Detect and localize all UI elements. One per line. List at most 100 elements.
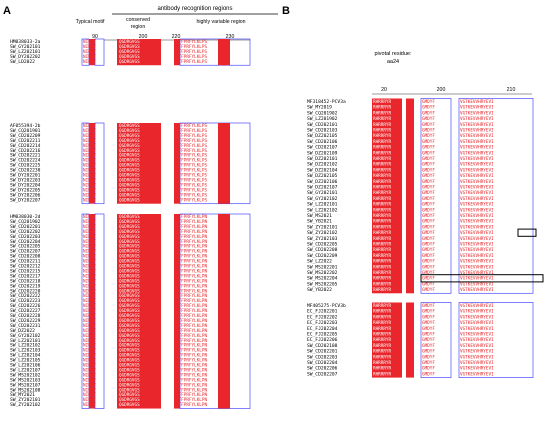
variable-seq: YTFPRFYLKLPS [176, 123, 207, 129]
ruler-label: 210 [507, 87, 516, 93]
variable-seq: YTFPRFYLKLPN [176, 273, 207, 279]
tail-seq: VGTKEVVHRYEVI [460, 281, 494, 287]
middle-seq: GMDYF [422, 332, 435, 338]
sequence-name-a: SW_CD202201 [10, 224, 41, 230]
sequence-name-a: SW_CD202227 [10, 308, 41, 314]
motif-seq: NINPT [83, 214, 96, 220]
sequence-name-b: SW_ZY202101 [307, 224, 338, 230]
conserved-seq: QGDRGVGS [119, 372, 140, 378]
pivotal-seq: RHRRRYR [373, 190, 392, 196]
pivotal-seq: RHRRRYR [373, 162, 392, 168]
sequence-name-a: SW_CD202208 [10, 254, 41, 260]
sequence-name-b: SW_YB2021 [307, 219, 332, 225]
pivotal-seq: RHRRRYR [373, 230, 392, 236]
motif-seq: NINPT [83, 367, 96, 373]
sequence-name-b: SW_CD202101 [307, 122, 338, 128]
conserved-seq: QGDRGVGS [119, 268, 140, 274]
middle-seq: GMDYF [422, 207, 435, 213]
conserved-seq: QGDRGVGS [119, 54, 140, 60]
middle-seq: GMDYF [422, 354, 435, 360]
motif-seq: NINPT [83, 259, 96, 265]
conserved-seq: QGDRGVGS [119, 123, 140, 129]
conserved-seq: QGDRGVGS [119, 318, 140, 324]
middle-seq: GMDYF [422, 303, 435, 309]
variable-seq: YTFPRFYLKLPS [176, 59, 207, 65]
sequence-name-b: SW_CD202208 [307, 247, 338, 253]
sequence-name-a: SW_CQ201901 [10, 128, 41, 134]
sequence-name-b: SW_MS202201 [307, 264, 338, 270]
conserved-seq: QGDRGVGS [119, 148, 140, 154]
middle-seq: GMDYF [422, 196, 435, 202]
sequence-name-b: SW_ZY202102 [307, 230, 338, 236]
sequence-name-a: SW_CD202217 [10, 273, 41, 279]
variable-seq: YTFPRFYLKLPN [176, 353, 207, 359]
variable-box-b [458, 98, 534, 294]
pivotal-seq: RHRRRYR [373, 116, 392, 122]
motif-seq: NINPT [83, 382, 96, 388]
ruler-label: 200 [437, 87, 446, 93]
sequence-name-b: SW_YB2022 [307, 287, 332, 293]
pivotal-seq: RHRRRYR [373, 133, 392, 139]
variable-seq: YTFPRFYLKLPS [176, 148, 207, 154]
variable-seq: YTFPRFYLKLPS [176, 173, 207, 179]
conserved-seq: QGDRGVGS [119, 358, 140, 364]
sequence-name-a: SW_CD202209 [10, 133, 41, 139]
sequence-name-b: EC_FJ202203 [307, 320, 338, 326]
conserved-seq: QGDRGVGS [119, 128, 140, 134]
sequence-name-b: SW_CD202201 [307, 349, 338, 355]
sequence-name-a: SW_ZY202102 [10, 402, 41, 408]
tail-seq: VGTKEVVHRYEVI [460, 354, 494, 360]
pivotal-seq: RHRRRYR [373, 270, 392, 276]
sequence-name-b: EC_FJ202201 [307, 309, 338, 315]
variable-seq: YTFPRFYLKLPN [176, 214, 207, 220]
pivotal-seq: RHRRRYR [373, 150, 392, 156]
motif-seq: NINPT [83, 343, 96, 349]
conserved-block [117, 214, 161, 409]
motif-seq: NINPT [83, 268, 96, 274]
motif-seq: NINPT [83, 148, 96, 154]
variable-seq: YTFPRFYLKLPN [176, 387, 207, 393]
middle-seq: GMDYF [422, 287, 435, 293]
motif-seq: NINPT [83, 192, 96, 198]
sequence-name-a: SW_DY202206 [10, 192, 41, 198]
middle-seq: GMDYF [422, 179, 435, 185]
sequence-name-a: SW_LD2022 [10, 59, 35, 65]
conserved-seq: QGDRGVGS [119, 259, 140, 265]
conserved-seq: QGDRGVGS [119, 168, 140, 174]
pivotal-seq: RHRRRYR [373, 236, 392, 242]
variable-seq: YTFPRFYLKLPN [176, 278, 207, 284]
sequence-name-b: SW_MY2019 [307, 105, 332, 111]
motif-seq: NINPT [83, 128, 96, 134]
middle-seq: GMDYF [422, 128, 435, 134]
sequence-name-b: SW_CD202103 [307, 128, 338, 134]
tail-seq: VGTKEVVHRYEVI [460, 303, 494, 309]
variable-box [179, 122, 251, 205]
panel-b-label: B [282, 5, 290, 17]
motif-seq: NINPT [83, 177, 96, 183]
pivotal-seq: RHRRRYR [373, 99, 392, 105]
sequence-name-b: SW_MS202204 [307, 276, 338, 282]
tail-seq: VGTKEVVHRYEVI [460, 309, 494, 315]
motif-seq: NINPT [83, 323, 96, 329]
motif-seq: NINPT [83, 138, 96, 144]
tail-seq: VGTKEVVHRYEVI [460, 219, 494, 225]
middle-seq: GMDYF [422, 133, 435, 139]
tail-seq: VGTKEVVHRYEVI [460, 332, 494, 338]
motif-seq: NINPT [83, 313, 96, 319]
variable-red-block [174, 39, 180, 66]
variable-seq: YTFPRFYLKLPN [176, 219, 207, 225]
sequence-name-a: SW_CD202205 [10, 244, 41, 250]
conserved-seq: QGDRGVGS [119, 363, 140, 369]
middle-seq: GMDYF [422, 167, 435, 173]
motif-seq: NINPT [83, 168, 96, 174]
conserved-seq: QGDRGVGS [119, 377, 140, 383]
pivotal-seq: RHRRRYR [373, 326, 392, 332]
tail-seq: VGTKEVVHRYEVI [460, 343, 494, 349]
sequence-name-a: SW_CD202204 [10, 239, 41, 245]
pivotal-seq: RHRRRYR [373, 122, 392, 128]
panel-b-alignment: 20 200 210 MF318452-PCV3a RHRRRYR GMDYF VGTKEV… [307, 87, 544, 378]
sequence-name-a: SW_DY202201 [10, 173, 41, 179]
tail-seq: VGTKEVVHRYEVI [460, 207, 494, 213]
pivotal-seq: RHRRRYR [373, 139, 392, 145]
tail-seq: VGTKEVVHRYEVI [460, 145, 494, 151]
